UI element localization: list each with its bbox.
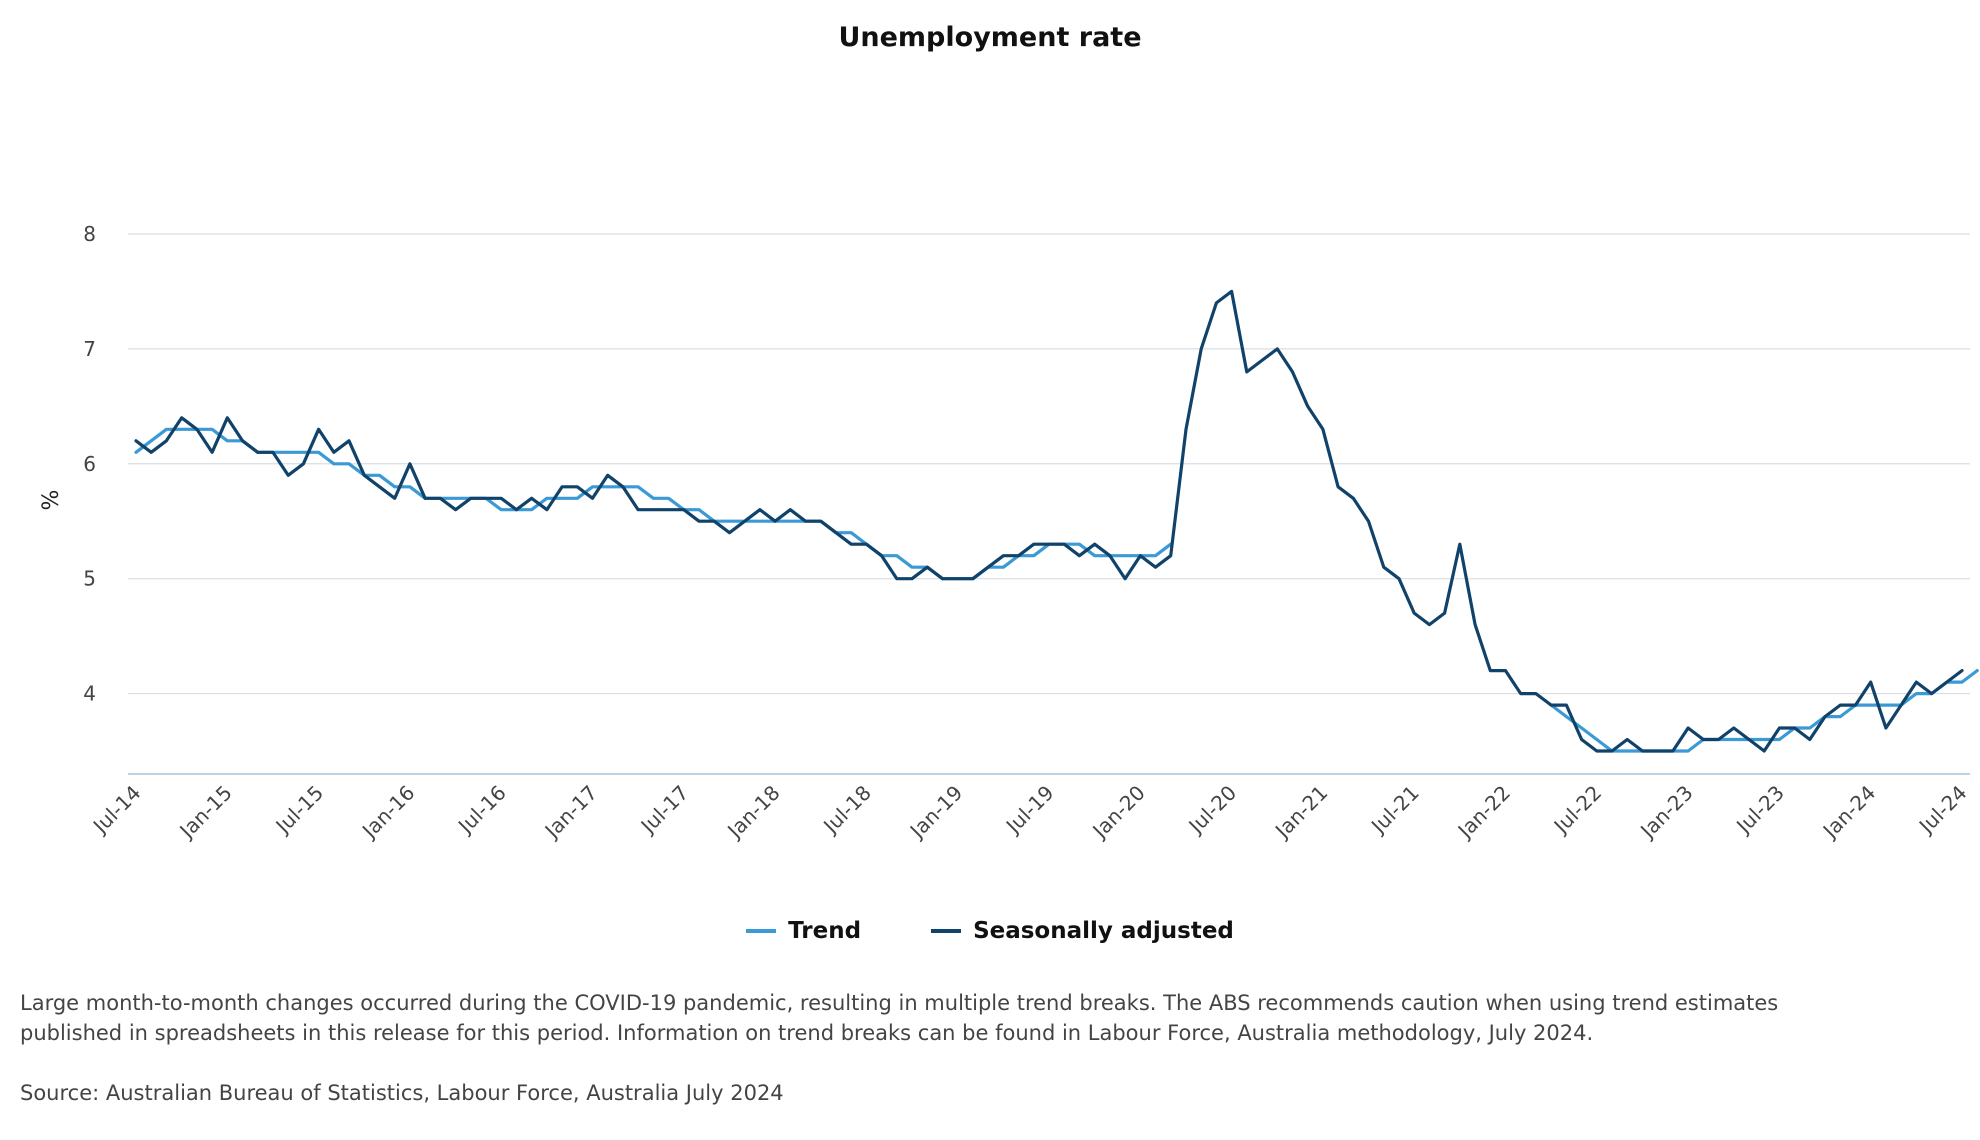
y-axis-ticks: 4 5 6 7 8 xyxy=(83,222,96,706)
x-tick-label: Jan-19 xyxy=(904,781,967,844)
legend: Trend Seasonally adjusted xyxy=(0,918,1980,944)
series-lines xyxy=(134,289,1979,753)
series-trend xyxy=(134,427,1979,753)
legend-label-trend: Trend xyxy=(788,918,862,944)
y-tick-label: 5 xyxy=(83,567,96,591)
x-tick-label: Jul-14 xyxy=(87,781,146,840)
series-line xyxy=(134,289,1964,753)
y-axis-label: % xyxy=(39,490,64,511)
gridlines xyxy=(128,233,1970,775)
x-tick-label: Jan-15 xyxy=(174,781,237,844)
footnote: Large month-to-month changes occurred du… xyxy=(20,991,1779,1045)
y-tick-label: 7 xyxy=(83,337,96,361)
x-tick-label: Jul-23 xyxy=(1730,781,1789,840)
x-tick-label: Jan-23 xyxy=(1634,781,1697,844)
x-tick-label: Jul-17 xyxy=(635,781,694,840)
x-tick-label: Jan-24 xyxy=(1817,781,1880,844)
trend-swatch-icon xyxy=(746,929,777,933)
x-tick-label: Jan-21 xyxy=(1269,781,1332,844)
x-tick-label: Jan-22 xyxy=(1452,781,1515,844)
x-tick-label: Jul-16 xyxy=(452,781,511,840)
legend-label-seasonally-adjusted: Seasonally adjusted xyxy=(973,918,1234,944)
legend-item-trend[interactable]: Trend xyxy=(746,918,861,944)
x-axis-ticks: Jul-14 Jan-15 Jul-15 Jan-16 Jul-16 Jan-17 Jul-… xyxy=(87,781,1972,844)
source-note: Source: Australian Bureau of Statistics,… xyxy=(20,1081,784,1105)
series-seasonally-adjusted xyxy=(134,289,1964,753)
legend-item-seasonally-adjusted[interactable]: Seasonally adjusted xyxy=(931,918,1234,944)
x-tick-label: Jan-17 xyxy=(539,781,602,844)
series-line xyxy=(1549,669,1979,753)
x-tick-label: Jul-22 xyxy=(1548,781,1607,840)
x-tick-label: Jul-21 xyxy=(1365,781,1424,840)
x-tick-label: Jul-18 xyxy=(817,781,876,840)
line-chart: 4 5 6 7 8 Jul-14 Jan-15 Jul-15 Jan-16 Jul-16 Jan-… xyxy=(39,222,1979,844)
x-tick-label: Jul-19 xyxy=(1000,781,1059,840)
seasonally-adjusted-swatch-icon xyxy=(931,929,962,933)
x-tick-label: Jan-16 xyxy=(356,781,419,844)
y-tick-label: 4 xyxy=(83,682,96,706)
x-tick-label: Jul-15 xyxy=(270,781,329,840)
y-tick-label: 6 xyxy=(83,452,96,476)
x-tick-label: Jan-20 xyxy=(1087,781,1150,844)
x-tick-label: Jul-24 xyxy=(1913,781,1972,840)
x-tick-label: Jul-20 xyxy=(1183,781,1242,840)
x-tick-label: Jan-18 xyxy=(721,781,784,844)
y-tick-label: 8 xyxy=(83,222,96,246)
chart-title: Unemployment rate xyxy=(838,22,1142,53)
